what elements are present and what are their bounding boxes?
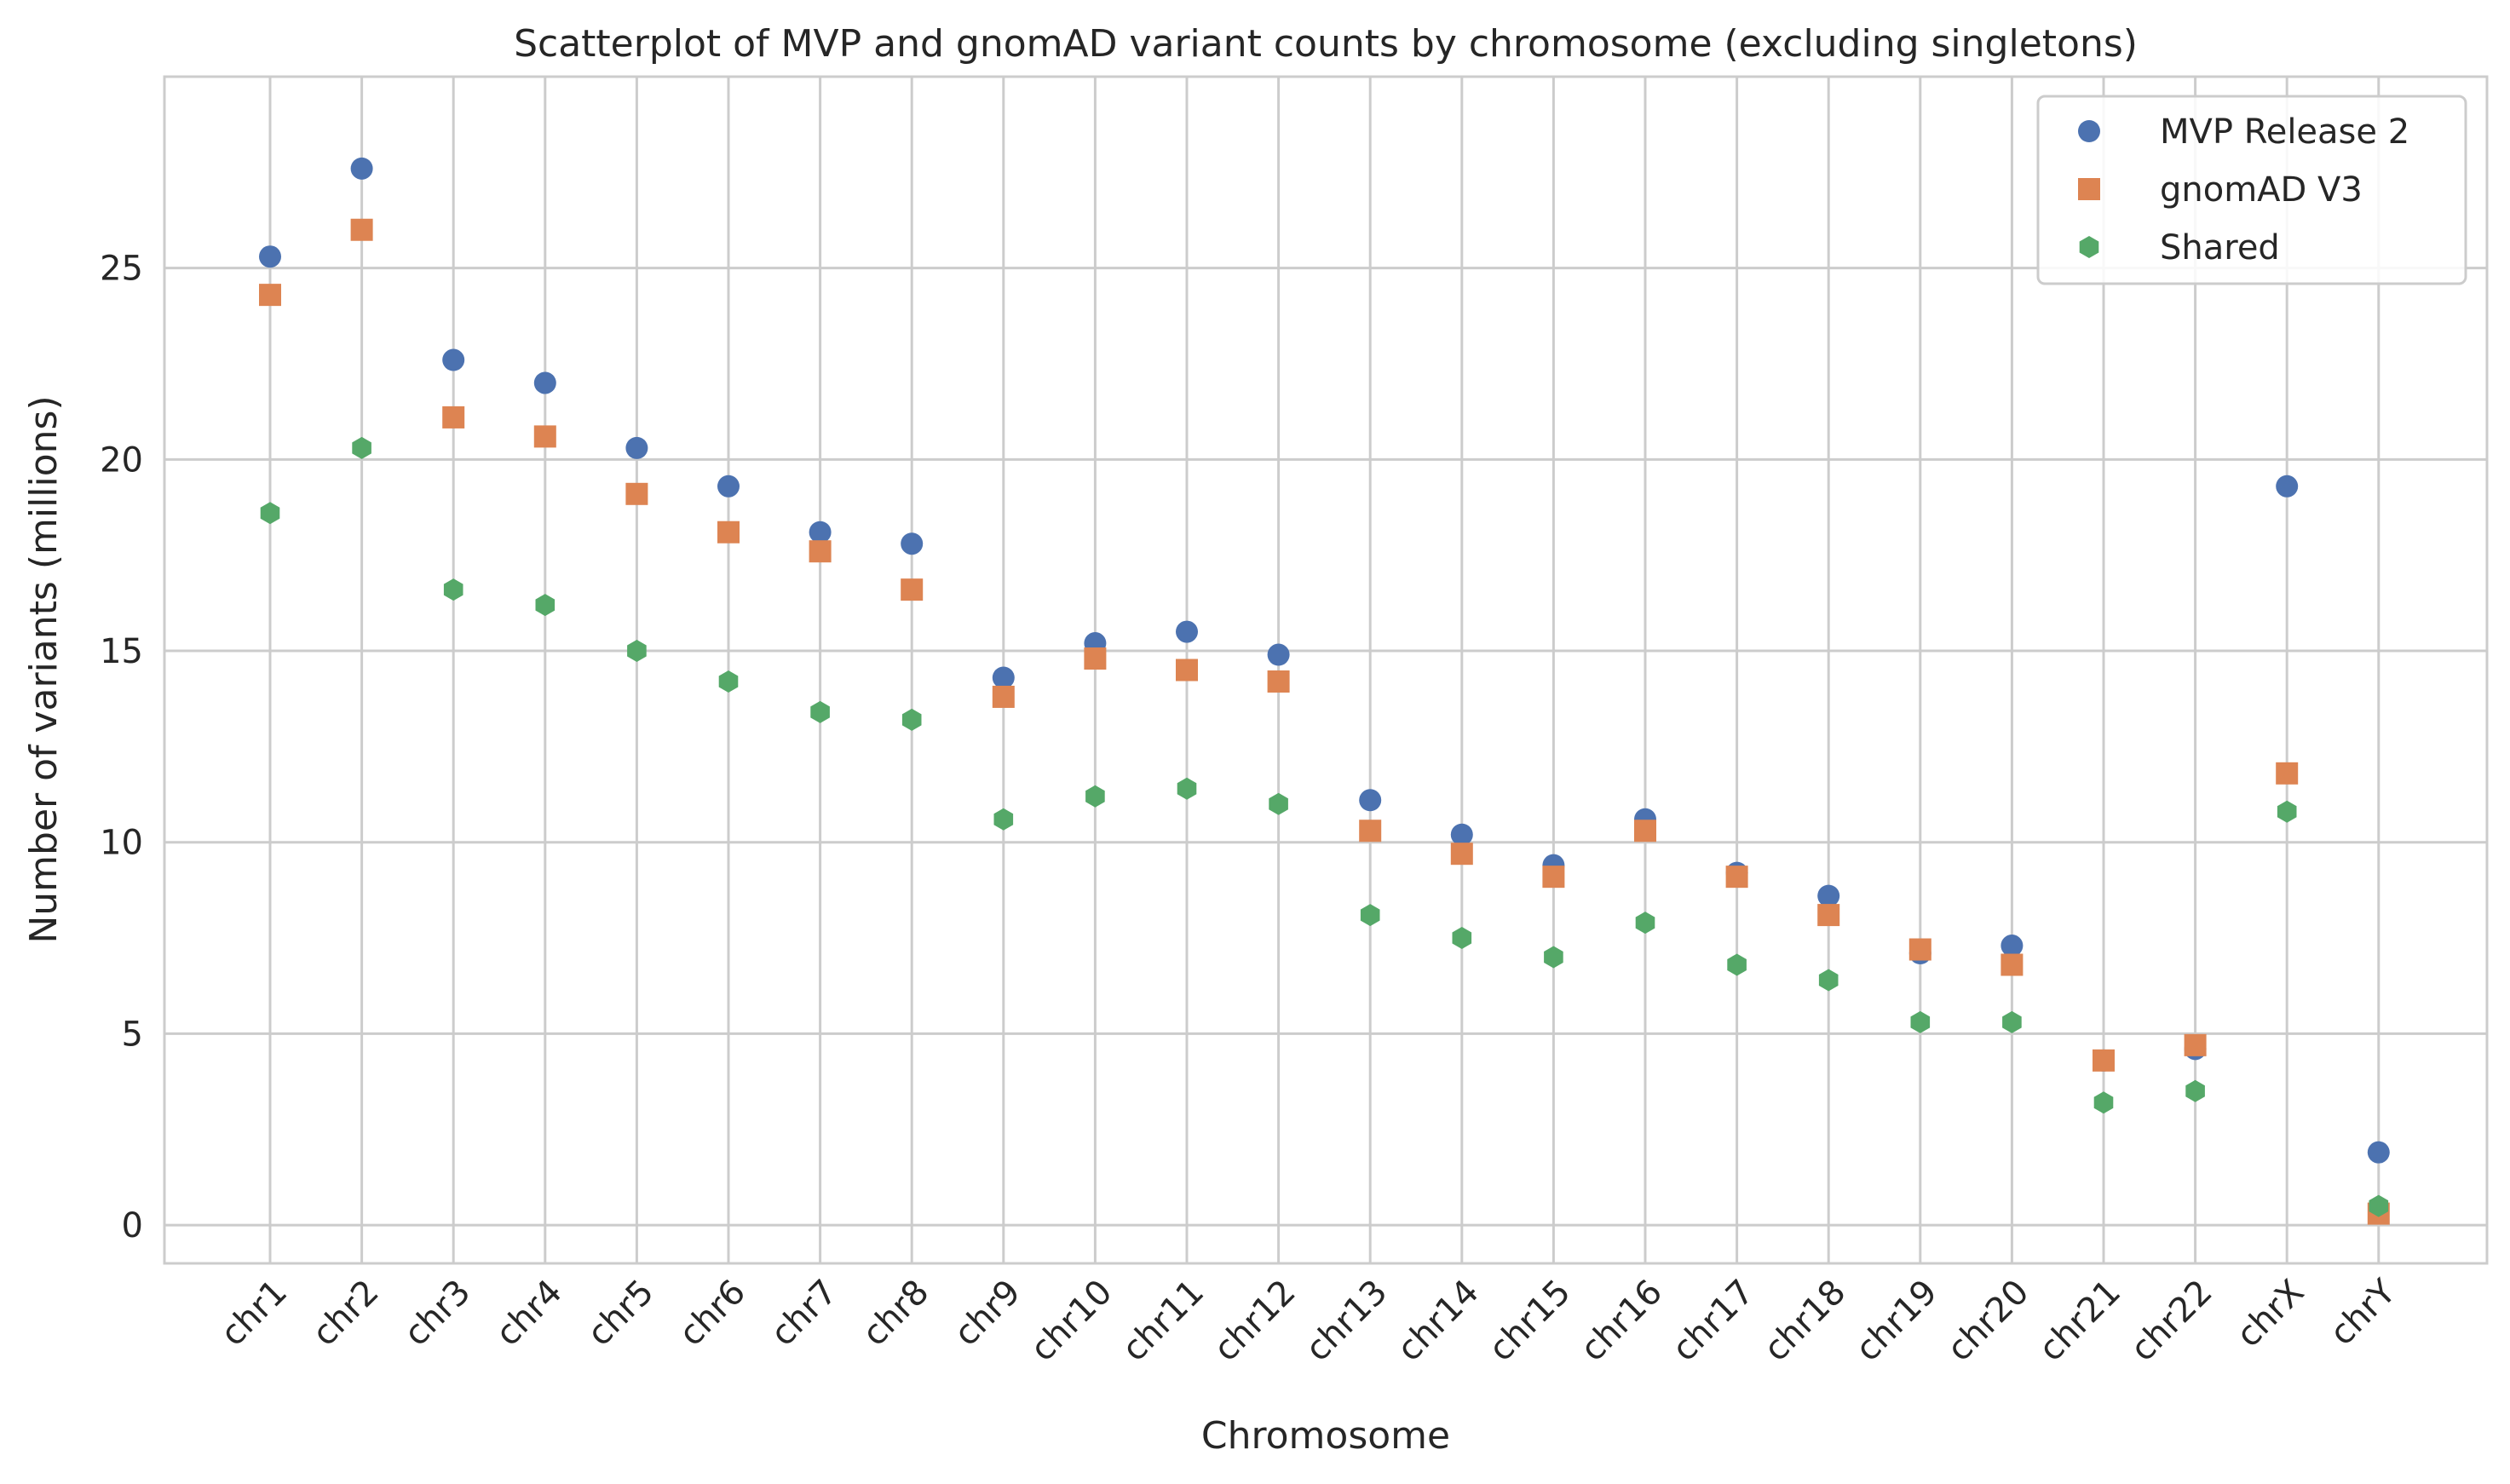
point-shared-chr7 <box>810 700 830 723</box>
point-gnomad-v3-chr4 <box>533 425 556 448</box>
x-axis-label: Chromosome <box>1201 1414 1450 1458</box>
point-shared-chr21 <box>2093 1091 2114 1114</box>
point-gnomad-v3-chr7 <box>809 540 832 563</box>
point-shared-chr9 <box>993 808 1014 831</box>
point-shared-chr11 <box>1177 777 1197 800</box>
point-gnomad-v3-chr14 <box>1450 843 1473 866</box>
legend-box <box>2036 95 2467 285</box>
point-mvp-release-2-chr2 <box>350 157 373 180</box>
point-mvp-release-2-chr3 <box>442 348 465 371</box>
y-tick-label: 25 <box>100 250 143 289</box>
y-tick-label: 20 <box>100 440 143 480</box>
point-gnomad-v3-chr19 <box>1908 938 1931 961</box>
point-mvp-release-2-chr8 <box>901 532 924 555</box>
point-gnomad-v3-chrX <box>2276 762 2299 785</box>
point-shared-chr22 <box>2185 1079 2205 1102</box>
point-shared-chrY <box>2369 1194 2389 1217</box>
point-mvp-release-2-chr11 <box>1176 620 1198 643</box>
point-shared-chr16 <box>1635 912 1655 935</box>
point-mvp-release-2-chr7 <box>809 521 832 544</box>
y-axis-label: Number of variants (millions) <box>22 395 66 943</box>
point-shared-chr17 <box>1727 953 1747 976</box>
y-tick-label: 15 <box>100 632 143 671</box>
point-shared-chr8 <box>901 708 922 731</box>
point-shared-chr4 <box>535 594 556 617</box>
point-gnomad-v3-chr20 <box>2001 953 2024 976</box>
point-mvp-release-2-chr4 <box>533 371 556 394</box>
legend-label-mvp-release-2: MVP Release 2 <box>2160 112 2409 152</box>
point-gnomad-v3-chr10 <box>1084 647 1107 670</box>
legend-item-gnomad-v3: gnomAD V3 <box>2078 170 2363 210</box>
point-shared-chr3 <box>443 578 463 601</box>
point-shared-chr13 <box>1360 904 1380 927</box>
legend: MVP Release 2 gnomAD V3 Shared <box>2036 95 2467 285</box>
legend-marker-shared <box>2079 236 2099 258</box>
y-axis-ticks: 0 5 10 15 20 25 <box>100 250 143 1245</box>
point-gnomad-v3-chr6 <box>717 521 740 544</box>
point-gnomad-v3-chr21 <box>2093 1049 2115 1072</box>
point-gnomad-v3-chr22 <box>2184 1033 2207 1056</box>
point-shared-chr6 <box>718 670 739 693</box>
point-mvp-release-2-chr18 <box>1817 884 1840 907</box>
point-shared-chr5 <box>627 640 647 662</box>
point-mvp-release-2-chr1 <box>259 245 281 268</box>
plot-frame <box>163 75 2489 1265</box>
legend-marker-mvp-release-2 <box>2078 120 2100 142</box>
point-gnomad-v3-chr5 <box>625 482 648 505</box>
point-gnomad-v3-chr16 <box>1634 820 1656 843</box>
point-mvp-release-2-chr20 <box>2001 935 2024 958</box>
point-shared-chr20 <box>2002 1010 2022 1033</box>
point-shared-chr19 <box>1910 1010 1931 1033</box>
point-gnomad-v3-chr17 <box>1725 866 1748 889</box>
point-mvp-release-2-chr5 <box>625 436 648 459</box>
point-gnomad-v3-chr2 <box>350 218 373 241</box>
point-gnomad-v3-chr18 <box>1817 904 1840 927</box>
point-gnomad-v3-chr15 <box>1542 866 1565 889</box>
point-shared-chr15 <box>1544 946 1563 969</box>
legend-item-shared: Shared <box>2079 228 2280 267</box>
y-tick-label: 10 <box>100 824 143 863</box>
point-mvp-release-2-chrY <box>2367 1141 2390 1164</box>
legend-label-shared: Shared <box>2160 228 2280 267</box>
point-shared-chr12 <box>1269 792 1288 815</box>
point-shared-chr14 <box>1452 927 1472 949</box>
series-shared <box>260 436 2389 1217</box>
point-mvp-release-2-chr13 <box>1359 789 1382 812</box>
point-gnomad-v3-chr12 <box>1267 670 1290 693</box>
point-mvp-release-2-chrX <box>2276 475 2299 498</box>
legend-label-gnomad-v3: gnomAD V3 <box>2160 170 2363 210</box>
point-mvp-release-2-chr14 <box>1450 823 1473 846</box>
point-mvp-release-2-chr6 <box>717 475 740 498</box>
point-mvp-release-2-chr9 <box>992 666 1015 689</box>
point-mvp-release-2-chr12 <box>1267 643 1290 666</box>
point-gnomad-v3-chr1 <box>259 284 281 307</box>
legend-item-mvp-release-2: MVP Release 2 <box>2078 112 2409 152</box>
point-gnomad-v3-chr13 <box>1359 820 1382 843</box>
point-shared-chr2 <box>352 436 371 459</box>
y-tick-label: 0 <box>122 1206 143 1245</box>
legend-marker-gnomad-v3 <box>2078 178 2100 200</box>
point-shared-chrX <box>2277 800 2297 823</box>
series-gnomad-v3 <box>259 218 2390 1225</box>
point-shared-chr18 <box>1818 969 1839 992</box>
point-gnomad-v3-chr3 <box>442 406 465 429</box>
point-gnomad-v3-chr8 <box>901 578 924 601</box>
point-gnomad-v3-chr11 <box>1176 659 1198 682</box>
point-gnomad-v3-chr9 <box>992 685 1015 708</box>
chart-title: Scatterplot of MVP and gnomAD variant co… <box>514 22 2138 66</box>
y-tick-label: 5 <box>122 1015 143 1054</box>
point-shared-chr10 <box>1085 785 1105 808</box>
point-shared-chr1 <box>260 502 280 525</box>
data-points <box>259 157 2390 1225</box>
